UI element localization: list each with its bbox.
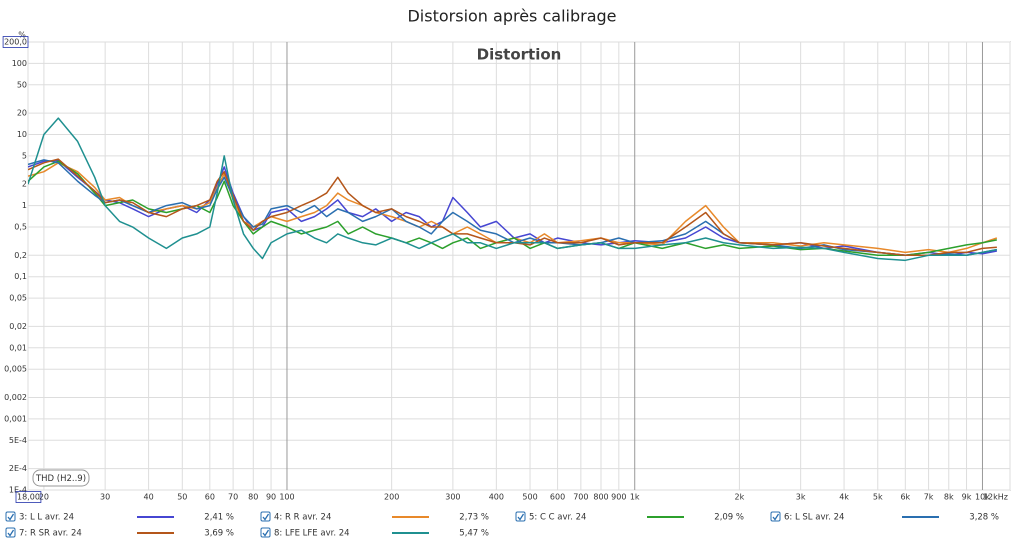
tick-box [2, 36, 29, 48]
x-tick-label: 12kHz [983, 493, 1008, 502]
legend-label: 3: L L avr. 24 [19, 513, 74, 523]
series-line [28, 117, 997, 262]
legend: 3: L L avr. 24 2,41 % 4: R R avr. 24 2,73 %… [5, 511, 999, 539]
x-tick-label: 400 [489, 493, 504, 502]
y-tick-label: 0,005 [4, 365, 27, 374]
x-tick-label: 300 [445, 493, 460, 502]
y-tick-label: 1 [22, 201, 27, 210]
y-tick-label: 20 [17, 109, 27, 118]
legend-check [7, 529, 15, 537]
y-tick-label: 0,01 [9, 343, 27, 352]
legend-label: 6: L SL avr. 24 [784, 513, 844, 523]
legend-value: 5,47 % [459, 529, 489, 539]
y-tick-label: 0,2 [14, 251, 27, 260]
x-tick-label: 20 [39, 493, 49, 502]
x-tick-label: 3k [796, 493, 806, 502]
x-tick-label: 700 [573, 493, 588, 502]
x-tick-label: 800 [593, 493, 608, 502]
legend-check [517, 513, 525, 521]
series-line [28, 158, 997, 257]
chart-title: Distorsion après calibrage [407, 7, 616, 26]
plot-area [27, 41, 1011, 491]
annotation: THD (H2..9) [35, 474, 86, 484]
x-tick-label: 10k [975, 493, 990, 502]
x-tick-label: 900 [611, 493, 626, 502]
x-tick-label: 30 [100, 493, 110, 502]
x-tick-label: 70 [228, 493, 238, 502]
y-tick-label: 2E-4 [9, 464, 27, 473]
x-tick-label: 1k [630, 493, 640, 502]
x-tick-label: 60 [205, 493, 215, 502]
legend-label: 8: LFE LFE avr. 24 [274, 529, 350, 539]
plot-title: Distortion [477, 46, 562, 64]
x-tick-label: 600 [550, 493, 565, 502]
x-tick-label: 6k [900, 493, 910, 502]
x-tick-label: 4k [839, 493, 849, 502]
legend-check [262, 529, 270, 537]
legend-value: 3,28 % [969, 513, 999, 523]
x-tick-label: 7k [924, 493, 934, 502]
legend-check [772, 513, 780, 521]
legend-check [262, 513, 270, 521]
tick-box [15, 491, 42, 503]
x-tick-label: 200 [384, 493, 399, 502]
y-tick-label: 0,02 [9, 322, 27, 331]
x-tick-label: 100 [279, 493, 294, 502]
y-tick-label: 1E-4 [9, 486, 27, 495]
legend-label: 5: C C avr. 24 [529, 513, 586, 523]
legend-value: 3,69 % [204, 529, 234, 539]
legend-check [7, 513, 15, 521]
legend-value: 2,73 % [459, 513, 489, 523]
x-tick-label: 18,00 [17, 493, 40, 502]
y-tick-label: 0,1 [14, 272, 27, 281]
y-unit: % [18, 31, 26, 40]
x-tick-label: 500 [522, 493, 537, 502]
y-tick-label: 2 [22, 180, 27, 189]
x-tick-label: 8k [944, 493, 954, 502]
y-tick-label: 0,002 [4, 393, 27, 402]
x-tick-label: 2k [735, 493, 745, 502]
y-tick-label: 0,001 [4, 414, 27, 423]
grid [27, 41, 1011, 491]
y-tick-label: 0,5 [14, 223, 27, 232]
x-tick-label: 80 [248, 493, 258, 502]
y-tick-label: 100 [12, 59, 27, 68]
legend-value: 2,41 % [204, 513, 234, 523]
y-tick-label: 50 [17, 80, 27, 89]
y-tick-label: 10 [17, 130, 27, 139]
y-tick-label: 5E-4 [9, 436, 27, 445]
x-tick-label: 40 [143, 493, 153, 502]
legend-label: 7: R SR avr. 24 [19, 529, 82, 539]
y-tick-label: 200,0 [4, 38, 27, 47]
x-tick-label: 50 [177, 493, 187, 502]
x-tick-label: 90 [266, 493, 276, 502]
y-tick-label: 0,05 [9, 294, 27, 303]
x-tick-label: 9k [962, 493, 972, 502]
lines [28, 117, 998, 262]
legend-label: 4: R R avr. 24 [274, 513, 331, 523]
x-tick-label: 5k [873, 493, 883, 502]
annotation-box [32, 469, 90, 487]
legend-value: 2,09 % [714, 513, 744, 523]
y-tick-label: 5 [22, 151, 27, 160]
